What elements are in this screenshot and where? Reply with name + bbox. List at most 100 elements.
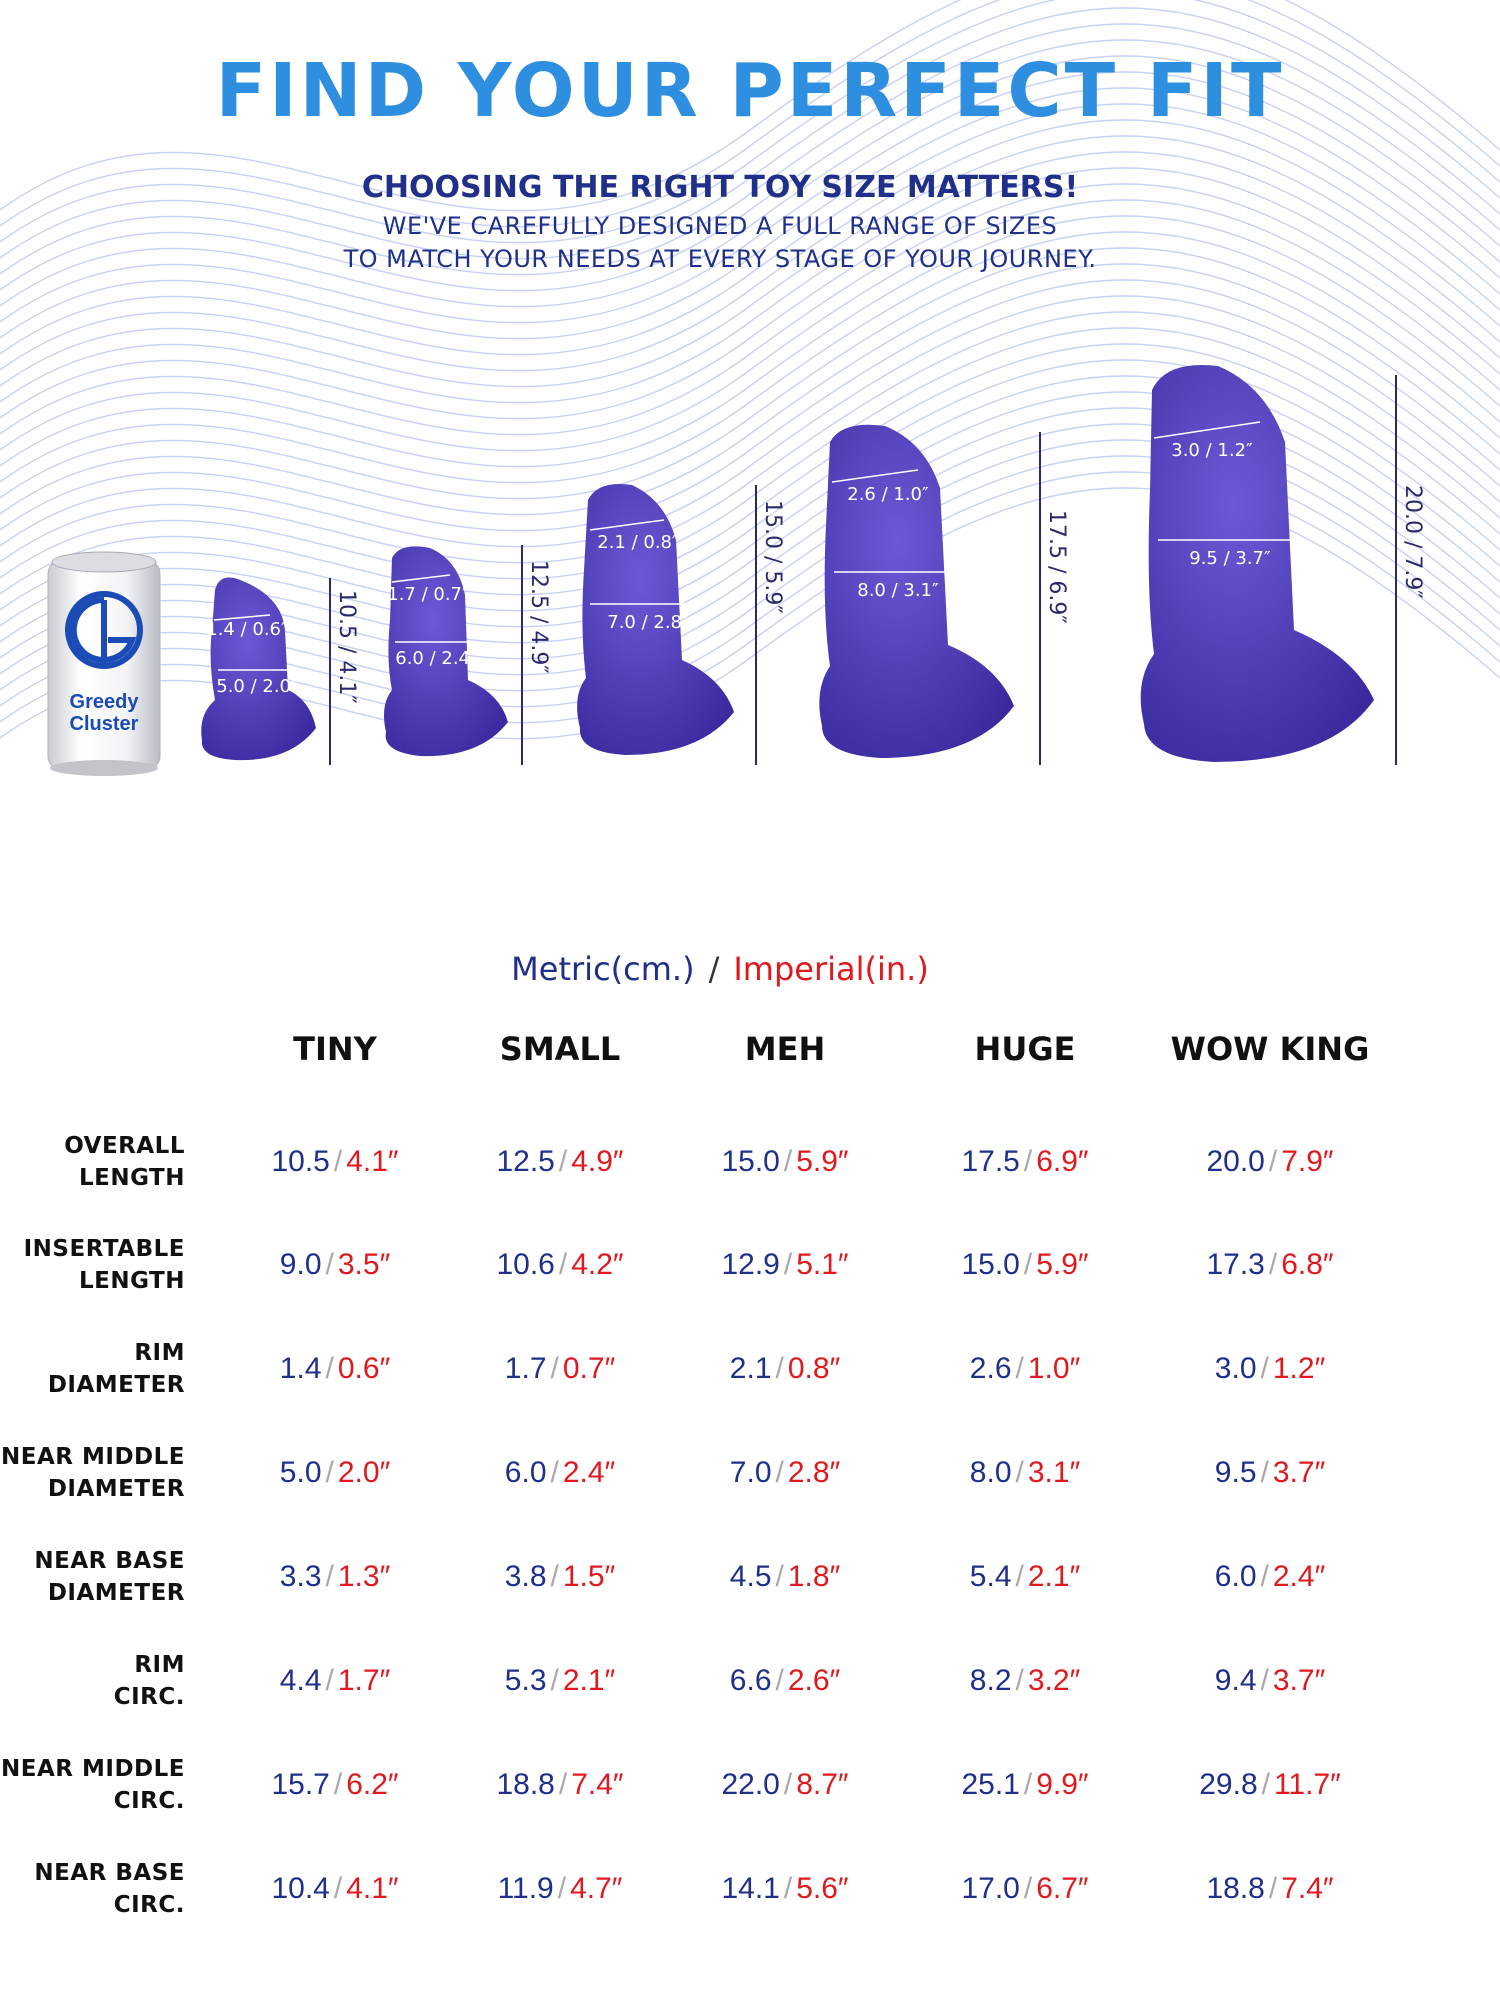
- imperial-value: 4.1″: [346, 1872, 399, 1905]
- metric-value: 2.1: [729, 1352, 772, 1385]
- product-wow-king-length-label: 20.0 / 7.9″: [1400, 485, 1425, 599]
- column-header: SMALL: [499, 1030, 621, 1068]
- metric-value: 29.8: [1199, 1768, 1258, 1801]
- metric-value: 10.6: [496, 1248, 555, 1281]
- value-separator: /: [558, 1248, 568, 1281]
- imperial-value: 4.2″: [571, 1248, 624, 1281]
- product-meh-rim-label: 2.1 / 0.8″: [597, 532, 679, 553]
- product-huge-mid-label: 8.0 / 3.1″: [857, 580, 939, 601]
- metric-value: 25.1: [961, 1768, 1020, 1801]
- wave-line: [0, 247, 1500, 500]
- table-cell: 17.5/6.9″: [925, 1145, 1125, 1179]
- metric-value: 9.0: [279, 1248, 322, 1281]
- row-label: NEAR BASE DIAMETER: [0, 1545, 185, 1609]
- metric-value: 1.7: [504, 1352, 547, 1385]
- product-small-rim-label: 1.7 / 0.7″: [387, 584, 469, 605]
- can-brand-line-1: Greedy: [70, 691, 140, 713]
- wave-line: [0, 215, 1500, 468]
- value-separator: /: [1023, 1248, 1033, 1281]
- imperial-value: 0.6″: [337, 1352, 391, 1385]
- row-label-line: DIAMETER: [47, 1580, 185, 1606]
- imperial-value: 4.9″: [571, 1145, 624, 1178]
- value-separator: /: [1023, 1872, 1033, 1905]
- row-label-line: LENGTH: [78, 1165, 185, 1191]
- metric-value: 10.4: [271, 1872, 330, 1905]
- table-cell: 10.5/4.1″: [235, 1145, 435, 1179]
- imperial-value: 2.4″: [562, 1456, 616, 1489]
- table-cell: 2.6/1.0″: [925, 1352, 1125, 1386]
- value-separator: /: [783, 1145, 793, 1178]
- metric-value: 17.5: [961, 1145, 1020, 1178]
- wave-line: [0, 199, 1500, 452]
- imperial-value: 6.9″: [1036, 1145, 1089, 1178]
- imperial-value: 2.6″: [787, 1664, 841, 1697]
- imperial-value: 11.7″: [1273, 1768, 1341, 1801]
- metric-value: 10.5: [271, 1145, 330, 1178]
- value-separator: /: [1015, 1664, 1024, 1697]
- product-meh-mid-label: 7.0 / 2.8″: [607, 612, 689, 633]
- wave-line: [0, 343, 1500, 596]
- table-cell: 1.4/0.6″: [235, 1352, 435, 1386]
- value-separator: /: [333, 1768, 343, 1801]
- table-cell: 14.1/5.6″: [685, 1872, 885, 1906]
- imperial-value: 5.1″: [796, 1248, 849, 1281]
- wave-line: [0, 119, 1500, 372]
- greedy-cluster-logo: [65, 591, 143, 669]
- unit-legend: Metric(cm.) / Imperial(in.): [0, 950, 1440, 988]
- page-title: FIND YOUR PERFECT FIT: [215, 48, 1285, 134]
- value-separator: /: [325, 1456, 334, 1489]
- value-separator: /: [1261, 1768, 1270, 1801]
- metric-value: 3.8: [504, 1560, 547, 1593]
- value-separator: /: [1268, 1145, 1278, 1178]
- table-cell: 4.5/1.8″: [685, 1560, 885, 1594]
- product-size-lineup: Greedy Cluster 1.4 / 0.6″ 5.0 / 2.0″ 10.…: [47, 365, 1425, 776]
- value-separator: /: [783, 1248, 793, 1281]
- metric-value: 2.6: [969, 1352, 1012, 1385]
- product-small-length-label: 12.5 / 4.9″: [526, 560, 551, 674]
- row-label-line: NEAR BASE: [34, 1548, 185, 1574]
- value-separator: /: [325, 1664, 334, 1697]
- product-wow-king-mid-label: 9.5 / 3.7″: [1189, 548, 1271, 569]
- row-label-line: NEAR MIDDLE: [1, 1444, 185, 1470]
- wave-line: [0, 311, 1500, 564]
- imperial-value: 4.1″: [346, 1145, 399, 1178]
- wave-line: [0, 23, 1500, 276]
- product-huge-length-label: 17.5 / 6.9″: [1044, 510, 1069, 624]
- table-cell: 10.4/4.1″: [235, 1872, 435, 1906]
- table-cell: 3.0/1.2″: [1170, 1352, 1370, 1386]
- row-label-line: RIM: [134, 1652, 185, 1678]
- row-label-line: CIRC.: [113, 1892, 185, 1918]
- value-separator: /: [1260, 1456, 1269, 1489]
- description-line-1: WE'VE CAREFULLY DESIGNED A FULL RANGE OF…: [382, 212, 1058, 240]
- table-cell: 17.0/6.7″: [925, 1872, 1125, 1906]
- wave-line: [0, 0, 1500, 244]
- wave-background: [0, 0, 1500, 740]
- metric-value: 8.0: [969, 1456, 1012, 1489]
- imperial-value: 2.1″: [562, 1664, 616, 1697]
- imperial-value: 0.8″: [787, 1352, 841, 1385]
- wave-line: [0, 231, 1500, 484]
- imperial-value: 8.7″: [796, 1768, 849, 1801]
- table-cell: 20.0/7.9″: [1170, 1145, 1370, 1179]
- value-separator: /: [1268, 1872, 1278, 1905]
- metric-value: 8.2: [969, 1664, 1012, 1697]
- imperial-value: 2.4″: [1272, 1560, 1326, 1593]
- table-cell: 5.4/2.1″: [925, 1560, 1125, 1594]
- metric-value: 12.9: [721, 1248, 780, 1281]
- imperial-value: 5.6″: [796, 1872, 849, 1905]
- imperial-value: 2.8″: [787, 1456, 841, 1489]
- table-cell: 7.0/2.8″: [685, 1456, 885, 1490]
- metric-value: 20.0: [1206, 1145, 1265, 1178]
- row-label-line: CIRC.: [113, 1788, 185, 1814]
- wave-line: [0, 39, 1500, 292]
- value-separator: /: [1015, 1456, 1024, 1489]
- row-label-line: LENGTH: [78, 1268, 185, 1294]
- metric-value: 4.4: [279, 1664, 322, 1697]
- imperial-value: 7.4″: [1281, 1872, 1334, 1905]
- metric-value: 17.0: [961, 1872, 1020, 1905]
- row-label-line: NEAR MIDDLE: [1, 1756, 185, 1782]
- value-separator: /: [558, 1145, 568, 1178]
- wave-line: [0, 55, 1500, 308]
- table-cell: 6.6/2.6″: [685, 1664, 885, 1698]
- imperial-value: 6.2″: [346, 1768, 399, 1801]
